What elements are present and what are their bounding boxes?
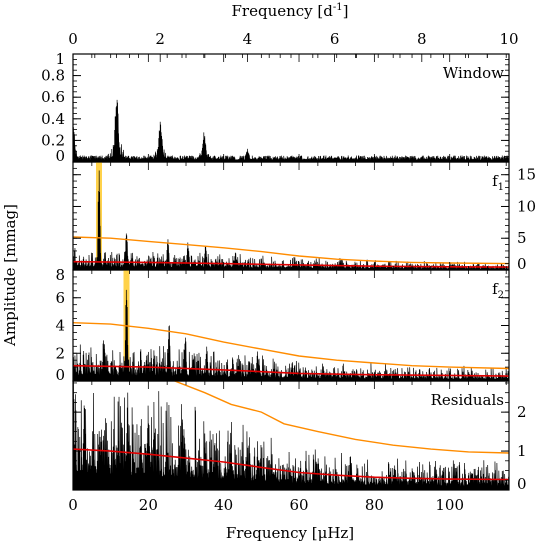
panel-4: 0 1 2 Residuals	[72, 380, 527, 493]
panel-label-sub-3: 2	[498, 290, 504, 301]
panel-label-sub-2: 1	[498, 182, 504, 193]
y-tick-label-1-4: 0.8	[41, 67, 65, 85]
y-tick-label-2-3: 15	[517, 166, 536, 184]
spectrum-4	[72, 381, 510, 491]
y-tick-label-1-3: 0.6	[41, 88, 65, 106]
y-tick-label-3-1: 2	[55, 344, 65, 362]
y-tick-label-1-5: 1	[55, 50, 65, 68]
panel-label-text-3: f	[492, 280, 499, 298]
bottom-axis-title-mu: μ	[318, 524, 328, 542]
y-tick-label-1-1: 0.2	[41, 131, 65, 149]
y-tick-label-3-2: 4	[55, 317, 65, 335]
y-tick-label-4-1: 1	[517, 442, 527, 460]
noise-4sigma-line-2	[72, 236, 509, 265]
panels-group: 00.20.40.60.81Window051015f102468f2012Re…	[41, 50, 536, 493]
panel-label-1: Window	[443, 64, 504, 82]
y-tick-label-2-1: 5	[517, 229, 527, 247]
bottom-tick-label-1: 20	[139, 496, 158, 514]
panel-2: 0 5 10 15 f1	[72, 161, 536, 273]
top-tick-label-2: 4	[243, 30, 253, 48]
noise-4sigma-line-3	[72, 322, 509, 370]
top-axis-ticks: 0 2 4 6 8 10	[68, 30, 519, 62]
panel-frame-4	[72, 380, 510, 491]
bottom-axis-title-unit: Hz]	[327, 524, 354, 542]
top-tick-label-0: 0	[68, 30, 78, 48]
panel-label-text-1: Window	[443, 64, 504, 82]
y-tick-label-1-2: 0.4	[41, 110, 65, 128]
panel-label-4: Residuals	[431, 391, 504, 409]
spectrum-1	[72, 99, 510, 163]
noise-mean-line-4	[72, 448, 509, 481]
bottom-tick-label-2: 40	[214, 496, 233, 514]
bottom-tick-label-4: 80	[365, 496, 384, 514]
top-axis-title: Frequency [d-1]	[232, 2, 349, 20]
top-tick-label-4: 8	[417, 30, 427, 48]
panel-1: 00.2 0.4 0.6 0.81 Window	[41, 50, 510, 165]
bottom-tick-label-5: 100	[435, 496, 464, 514]
y-tick-label-4-2: 2	[517, 403, 527, 421]
top-tick-label-1: 2	[155, 30, 165, 48]
y-tick-label-3-3: 6	[55, 289, 65, 307]
panel-label-text-4: Residuals	[431, 391, 504, 409]
spectrum-2	[72, 170, 510, 271]
y-tick-label-1-0: 0	[55, 147, 65, 165]
y-tick-label-3-0: 0	[55, 366, 65, 384]
y-tick-label-3-4: 8	[55, 266, 65, 284]
top-tick-label-5: 10	[499, 30, 518, 48]
y-tick-label-2-0: 0	[517, 255, 527, 273]
spectrum-3	[72, 289, 510, 382]
top-axis-title-close: ]	[343, 2, 349, 20]
y-tick-label-4-0: 0	[517, 475, 527, 493]
panel-label-2: f1	[492, 172, 504, 193]
panel-label-text-2: f	[492, 172, 499, 190]
bottom-tick-label-0: 0	[68, 496, 78, 514]
bottom-axis-ticks: 0 20 40 60 80 100	[68, 496, 464, 514]
noise-4sigma-line-4	[174, 380, 509, 454]
y-tick-label-2-2: 10	[517, 197, 536, 215]
bottom-tick-label-3: 60	[289, 496, 308, 514]
top-axis-title-sup: -1	[333, 2, 343, 13]
panel-frame-2	[72, 161, 510, 271]
bottom-axis-title: Frequency [μHz]	[226, 524, 354, 542]
y-axis-title: Amplitude [mmag]	[1, 204, 19, 347]
top-tick-label-3: 6	[330, 30, 340, 48]
panel-label-3: f2	[492, 280, 504, 301]
